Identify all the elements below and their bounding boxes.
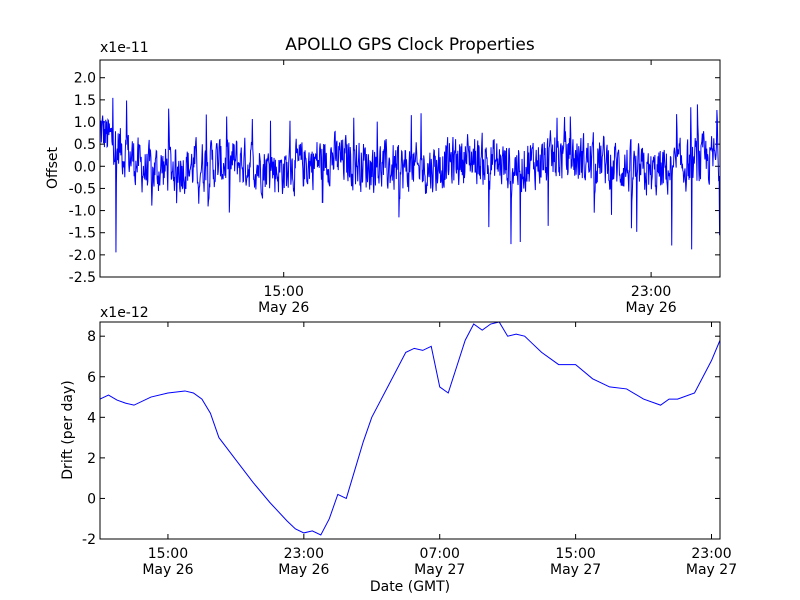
offset-panel: x1e-11 Offset 2.0 1.5 1.0 0.5 0.0 -0.5 -1.0 -1.…: [45, 40, 721, 316]
drift-series-line: [99, 321, 721, 536]
drift-x-tick-date: May 27: [414, 562, 465, 578]
drift-x-tick-date: May 26: [278, 562, 329, 578]
drift-x-tick-time: 15:00: [555, 546, 595, 562]
offset-y-tick-label: -0.5: [69, 181, 96, 197]
drift-y-tick-label: 6: [87, 370, 96, 386]
offset-ticks: 2.0 1.5 1.0 0.5 0.0 -0.5 -1.0 -1.5 -2.0 -2.5 15:00…: [69, 60, 720, 316]
drift-x-tick-time: 23:00: [691, 546, 731, 562]
drift-x-tick-time: 07:00: [420, 546, 460, 562]
drift-axes-frame: [99, 321, 721, 540]
drift-y-tick-label: 4: [87, 410, 96, 426]
offset-scale-label: x1e-11: [100, 40, 149, 56]
drift-x-tick-date: May 26: [142, 562, 193, 578]
offset-x-tick-time: 15:00: [264, 284, 304, 300]
drift-x-tick-time: 15:00: [148, 546, 188, 562]
offset-y-tick-label: -1.5: [69, 226, 96, 242]
drift-x-tick-date: May 27: [550, 562, 601, 578]
drift-y-tick-label: 0: [87, 491, 96, 507]
figure-title: APOLLO GPS Clock Properties: [285, 35, 535, 55]
offset-x-tick-date: May 26: [258, 300, 309, 316]
offset-y-tick-label: 1.0: [74, 115, 96, 131]
offset-y-tick-label: 0.5: [74, 137, 96, 153]
offset-series-line: [99, 97, 721, 253]
offset-y-axis-label: Offset: [45, 146, 61, 189]
drift-y-axis-label: Drift (per day): [60, 380, 76, 479]
drift-x-tick-date: May 27: [686, 562, 737, 578]
drift-y-tick-label: -2: [82, 532, 96, 548]
offset-y-tick-label: 2.0: [74, 71, 96, 87]
drift-y-tick-label: 8: [87, 329, 96, 345]
offset-y-tick-label: -1.0: [69, 204, 96, 220]
drift-scale-label: x1e-12: [100, 305, 149, 321]
offset-y-tick-label: -2.5: [69, 270, 96, 286]
offset-axes-frame: [99, 59, 721, 278]
drift-y-tick-label: 2: [87, 451, 96, 467]
drift-axes-background: [100, 322, 720, 539]
offset-x-tick-date: May 26: [626, 300, 677, 316]
offset-y-tick-label: 1.5: [74, 93, 96, 109]
drift-x-tick-time: 23:00: [284, 546, 324, 562]
offset-y-tick-label: 0.0: [74, 159, 96, 175]
offset-x-tick-time: 23:00: [631, 284, 671, 300]
offset-y-tick-label: -2.0: [69, 248, 96, 264]
drift-x-axis-label: Date (GMT): [370, 579, 450, 595]
